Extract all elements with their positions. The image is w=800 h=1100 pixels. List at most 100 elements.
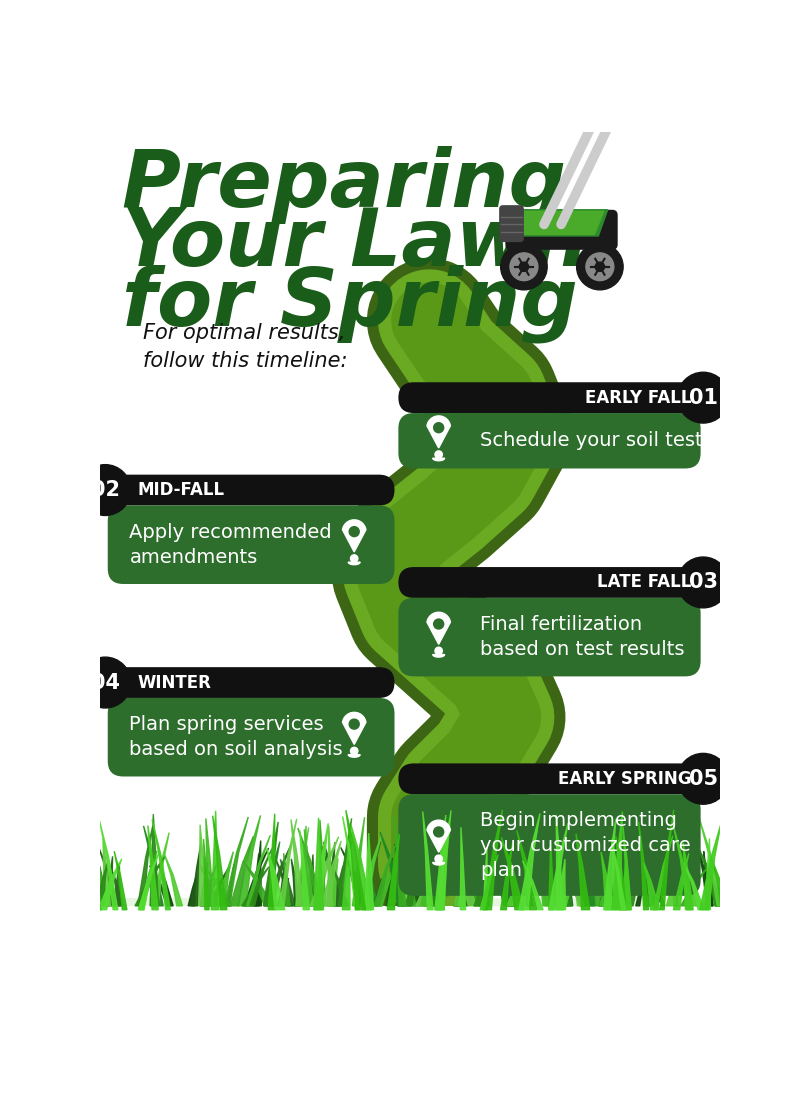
Polygon shape — [433, 459, 445, 461]
Polygon shape — [673, 824, 692, 910]
Polygon shape — [458, 823, 482, 906]
FancyBboxPatch shape — [108, 698, 394, 777]
Polygon shape — [394, 844, 404, 906]
Polygon shape — [322, 846, 339, 906]
Circle shape — [501, 244, 547, 290]
Text: 05: 05 — [689, 769, 718, 789]
Polygon shape — [600, 871, 606, 906]
Polygon shape — [638, 822, 649, 910]
Polygon shape — [506, 861, 533, 906]
Polygon shape — [501, 844, 513, 910]
FancyBboxPatch shape — [398, 568, 701, 598]
Polygon shape — [213, 816, 227, 910]
Polygon shape — [114, 851, 127, 910]
Polygon shape — [206, 818, 214, 906]
Polygon shape — [454, 849, 478, 906]
Polygon shape — [396, 878, 410, 906]
Polygon shape — [433, 654, 445, 657]
Polygon shape — [604, 820, 616, 910]
Polygon shape — [370, 876, 393, 906]
Polygon shape — [700, 823, 722, 910]
Polygon shape — [600, 827, 625, 906]
Polygon shape — [474, 848, 498, 906]
Polygon shape — [246, 835, 270, 906]
Polygon shape — [348, 755, 360, 757]
Polygon shape — [480, 855, 498, 910]
Polygon shape — [224, 817, 248, 906]
Polygon shape — [581, 815, 602, 906]
Polygon shape — [704, 851, 710, 906]
Polygon shape — [164, 854, 182, 906]
Circle shape — [586, 253, 614, 280]
Polygon shape — [309, 876, 317, 906]
Polygon shape — [188, 877, 196, 906]
Polygon shape — [589, 816, 594, 906]
Polygon shape — [432, 871, 440, 906]
Polygon shape — [470, 816, 485, 906]
Polygon shape — [510, 210, 608, 235]
Polygon shape — [509, 868, 523, 906]
Polygon shape — [342, 816, 359, 910]
Polygon shape — [613, 835, 634, 906]
Polygon shape — [92, 842, 109, 906]
Polygon shape — [698, 846, 713, 906]
Polygon shape — [279, 818, 297, 906]
Polygon shape — [612, 844, 626, 910]
Polygon shape — [598, 876, 614, 906]
Circle shape — [519, 262, 529, 272]
Polygon shape — [90, 830, 100, 906]
Polygon shape — [399, 834, 416, 906]
Polygon shape — [610, 848, 613, 906]
Polygon shape — [683, 862, 704, 910]
Polygon shape — [514, 211, 604, 234]
Polygon shape — [557, 859, 566, 910]
Circle shape — [434, 827, 444, 837]
Circle shape — [435, 855, 442, 862]
Polygon shape — [612, 812, 622, 910]
Polygon shape — [298, 828, 323, 906]
Polygon shape — [433, 862, 445, 865]
Polygon shape — [242, 867, 269, 906]
Polygon shape — [267, 845, 291, 906]
Polygon shape — [284, 854, 290, 906]
Polygon shape — [253, 854, 259, 906]
Polygon shape — [479, 866, 490, 906]
Polygon shape — [553, 855, 559, 906]
Polygon shape — [474, 862, 483, 906]
FancyBboxPatch shape — [398, 598, 701, 676]
Polygon shape — [103, 839, 110, 906]
Polygon shape — [674, 862, 698, 906]
Polygon shape — [612, 838, 622, 910]
Polygon shape — [426, 859, 440, 906]
Polygon shape — [328, 826, 333, 906]
Polygon shape — [148, 825, 158, 910]
Polygon shape — [502, 865, 512, 906]
Circle shape — [510, 253, 538, 280]
Polygon shape — [427, 416, 450, 448]
Polygon shape — [322, 842, 341, 906]
Polygon shape — [654, 869, 676, 906]
Polygon shape — [250, 869, 263, 906]
Polygon shape — [674, 854, 689, 910]
Text: 02: 02 — [90, 480, 120, 501]
Polygon shape — [611, 852, 627, 906]
Polygon shape — [482, 840, 485, 906]
Polygon shape — [403, 830, 414, 906]
Polygon shape — [191, 843, 201, 906]
Polygon shape — [230, 836, 254, 906]
Polygon shape — [350, 870, 359, 906]
Text: Begin implementing
your customized care
plan: Begin implementing your customized care … — [480, 811, 690, 880]
Polygon shape — [254, 840, 262, 906]
Circle shape — [577, 244, 623, 290]
Polygon shape — [150, 814, 158, 906]
Polygon shape — [330, 858, 338, 906]
Polygon shape — [98, 847, 118, 906]
FancyBboxPatch shape — [398, 794, 701, 895]
Polygon shape — [435, 826, 450, 910]
FancyBboxPatch shape — [398, 383, 701, 414]
Polygon shape — [135, 856, 166, 906]
Polygon shape — [210, 868, 228, 906]
FancyBboxPatch shape — [100, 898, 720, 979]
Polygon shape — [143, 826, 163, 906]
Circle shape — [435, 451, 442, 459]
